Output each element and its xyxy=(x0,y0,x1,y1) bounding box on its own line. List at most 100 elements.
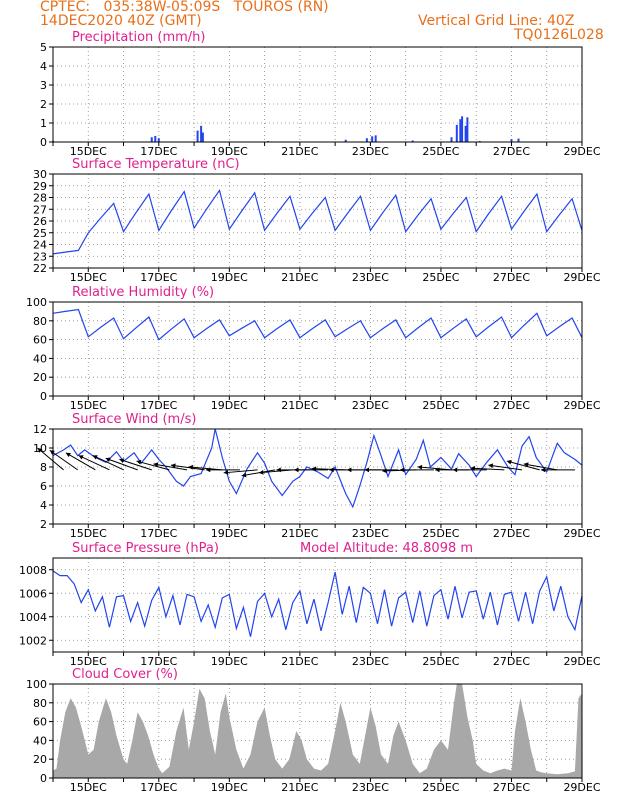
panel-title: Surface Temperature (nC) xyxy=(72,157,240,172)
wind-vector xyxy=(170,464,205,471)
header-location: CPTEC: 035:38W-05:09S TOUROS (RN) xyxy=(40,0,329,15)
x-tick-label: 27DEC xyxy=(493,781,530,794)
y-tick-label: 3 xyxy=(40,79,47,92)
y-tick-label: 20 xyxy=(33,753,47,766)
x-tick-label: 17DEC xyxy=(140,399,177,412)
y-tick-label: 29 xyxy=(33,180,47,193)
wind-arrowhead xyxy=(540,467,546,473)
precip-bar xyxy=(150,137,153,142)
cloud-area xyxy=(53,684,582,778)
wind-arrowhead xyxy=(136,459,142,465)
panel-frame xyxy=(52,428,583,525)
wind-vector xyxy=(119,458,152,471)
y-tick-label: 1002 xyxy=(19,634,47,647)
precip-bar xyxy=(464,125,467,142)
wind-vector xyxy=(105,457,138,471)
wind-vector xyxy=(78,455,110,471)
x-tick-label: 29DEC xyxy=(563,271,600,284)
x-tick-label: 15DEC xyxy=(70,145,107,158)
wind-arrowhead xyxy=(78,455,84,460)
precip-bar xyxy=(196,130,199,142)
wind-arrowhead xyxy=(417,464,423,470)
x-tick-label: 27DEC xyxy=(493,271,530,284)
y-tick-label: 60 xyxy=(33,334,47,347)
precip-bar xyxy=(201,132,204,142)
y-tick-label: 1008 xyxy=(19,564,47,577)
wind-vector xyxy=(523,463,558,471)
x-tick-label: 29DEC xyxy=(563,655,600,668)
precip-bar xyxy=(455,124,458,142)
panel-annotation: Model Altitude: 48.8098 m xyxy=(300,541,473,556)
x-tick-label: 23DEC xyxy=(352,399,389,412)
precip-bar xyxy=(365,138,368,142)
x-tick-label: 15DEC xyxy=(70,781,107,794)
x-tick-label: 25DEC xyxy=(422,781,459,794)
wind-arrowhead xyxy=(37,448,43,453)
x-tick-label: 29DEC xyxy=(563,145,600,158)
precip-bar xyxy=(517,138,520,142)
x-tick-label: 29DEC xyxy=(563,527,600,540)
x-tick-label: 15DEC xyxy=(70,399,107,412)
wind-vector xyxy=(65,452,96,471)
panel-frame xyxy=(52,173,583,269)
y-tick-label: 1004 xyxy=(19,611,47,624)
y-tick-label: 4 xyxy=(40,499,47,512)
wind-arrowhead xyxy=(49,450,55,455)
y-tick-label: 22 xyxy=(33,262,47,275)
wind-arrowhead xyxy=(205,467,211,473)
panel-frame xyxy=(52,557,583,653)
y-tick-label: 20 xyxy=(33,371,47,384)
wind-arrowhead xyxy=(329,467,334,473)
wind-arrowhead xyxy=(311,466,317,472)
x-tick-label: 21DEC xyxy=(281,399,318,412)
wind-arrowhead xyxy=(364,467,369,473)
series-line xyxy=(52,188,583,255)
precip-bar xyxy=(461,116,464,142)
panel-title: Cloud Cover (%) xyxy=(72,667,178,682)
y-tick-label: 5 xyxy=(40,41,47,54)
x-tick-label: 23DEC xyxy=(352,655,389,668)
series-line xyxy=(52,308,583,341)
wind-arrowhead xyxy=(276,467,281,473)
wind-vector xyxy=(49,449,78,471)
wind-arrowhead xyxy=(452,467,458,473)
wind-vector xyxy=(241,469,276,477)
y-tick-label: 25 xyxy=(33,227,47,240)
series-line xyxy=(52,570,583,637)
x-tick-label: 15DEC xyxy=(70,527,107,540)
x-tick-label: 15DEC xyxy=(70,271,107,284)
x-tick-label: 29DEC xyxy=(563,781,600,794)
wind-arrowhead xyxy=(241,472,247,478)
wind-arrowhead xyxy=(435,467,440,473)
x-tick-label: 19DEC xyxy=(211,527,248,540)
wind-arrowhead xyxy=(347,467,352,473)
precip-bar xyxy=(466,117,469,142)
y-tick-label: 23 xyxy=(33,250,47,263)
x-tick-label: 17DEC xyxy=(140,527,177,540)
y-tick-label: 100 xyxy=(26,296,47,309)
y-tick-label: 24 xyxy=(33,239,47,252)
precip-bar xyxy=(344,139,347,142)
wind-arrowhead xyxy=(470,465,475,471)
x-tick-label: 27DEC xyxy=(493,399,530,412)
x-tick-label: 19DEC xyxy=(211,271,248,284)
y-tick-label: 6 xyxy=(40,480,47,493)
x-tick-label: 25DEC xyxy=(422,527,459,540)
x-tick-label: 21DEC xyxy=(281,145,318,158)
y-tick-label: 2 xyxy=(40,518,47,531)
precip-bar xyxy=(450,137,453,142)
x-tick-label: 21DEC xyxy=(281,271,318,284)
precip-bar xyxy=(459,119,462,142)
precip-bar xyxy=(411,140,414,142)
wind-arrowhead xyxy=(188,464,193,470)
x-tick-label: 27DEC xyxy=(493,655,530,668)
precip-bar xyxy=(374,135,377,142)
wind-arrowhead xyxy=(399,467,405,473)
panel-title: Precipitation (mm/h) xyxy=(72,30,205,45)
wind-arrowhead xyxy=(223,470,229,475)
panel-title: Surface Wind (m/s) xyxy=(72,412,196,427)
header-model-id: TQ0126L028 xyxy=(514,27,604,43)
wind-vector xyxy=(506,460,540,471)
x-tick-label: 19DEC xyxy=(211,145,248,158)
panel-frame xyxy=(52,683,583,779)
